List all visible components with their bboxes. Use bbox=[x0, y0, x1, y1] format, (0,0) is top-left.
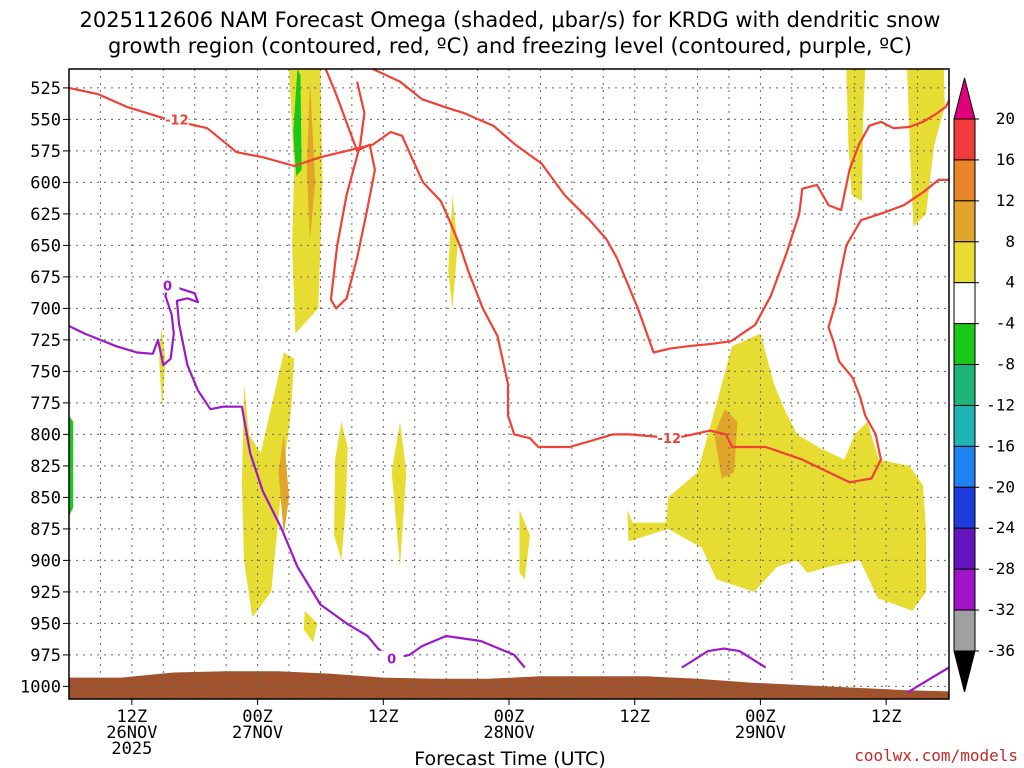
yellow-region-1 bbox=[289, 69, 323, 334]
colorbar-bin bbox=[953, 323, 976, 366]
x-tick-label: 12Z bbox=[368, 707, 399, 727]
gridlines bbox=[69, 69, 949, 699]
y-axis-ticks: 525 550 575 600 625 650 675 700 725 750 775 800 825 8… bbox=[20, 79, 69, 697]
colorbar-label: 4 bbox=[1005, 273, 1015, 292]
y-tick-label: 900 bbox=[30, 551, 61, 571]
orange-region-2 bbox=[278, 434, 289, 536]
yellow-region-8 bbox=[627, 333, 926, 611]
colorbar-bin bbox=[953, 118, 976, 161]
yellow-region-5 bbox=[391, 421, 407, 567]
yellow-region-2 bbox=[334, 421, 348, 561]
orange-region-3 bbox=[714, 409, 738, 479]
colorbar-bin bbox=[953, 364, 976, 406]
colorbar-bottom-triangle bbox=[953, 650, 976, 693]
colorbar-bin bbox=[953, 486, 976, 529]
yellow-region-10 bbox=[907, 69, 945, 227]
x-tick-label: 00Z bbox=[242, 707, 273, 727]
chart-title-line-1: 2025112606 NAM Forecast Omega (shaded, μ… bbox=[80, 8, 941, 32]
y-tick-label: 575 bbox=[30, 142, 61, 162]
colorbar-label: -28 bbox=[986, 559, 1015, 578]
colorbar-bin bbox=[953, 241, 976, 284]
y-tick-label: 925 bbox=[30, 583, 61, 603]
contour-label-minus12-lower: -12 bbox=[658, 432, 682, 447]
colorbar-label: 16 bbox=[996, 150, 1015, 169]
x-tick-label: 27NOV bbox=[232, 723, 283, 743]
x-tick-label: 00Z bbox=[494, 707, 525, 727]
x-tick-label: 12Z bbox=[116, 707, 147, 727]
y-tick-label: 850 bbox=[30, 488, 61, 508]
y-tick-label: 875 bbox=[30, 520, 61, 540]
y-tick-label: 650 bbox=[30, 236, 61, 256]
y-tick-label: 800 bbox=[30, 425, 61, 445]
minus12-line-east bbox=[372, 68, 950, 354]
minus12-line-lower bbox=[324, 68, 376, 310]
y-tick-label: 975 bbox=[30, 646, 61, 666]
x-tick-label: 00Z bbox=[745, 707, 776, 727]
y-tick-label: 700 bbox=[30, 299, 61, 319]
colorbar-label: 12 bbox=[996, 191, 1015, 210]
contour-label-freezing-lower: 0 bbox=[387, 653, 396, 668]
y-tick-label: 625 bbox=[30, 205, 61, 225]
colorbar-bin bbox=[953, 200, 976, 243]
yellow-region-7 bbox=[303, 610, 318, 643]
contour-label-freezing-upper-bg bbox=[155, 277, 180, 293]
colorbar-bin bbox=[953, 404, 976, 447]
contour-label-minus12-upper: -12 bbox=[165, 113, 189, 128]
x-tick-label: 29NOV bbox=[735, 723, 786, 743]
y-tick-label: 825 bbox=[30, 457, 61, 477]
colorbar-bin bbox=[953, 527, 976, 570]
y-tick-label: 725 bbox=[30, 331, 61, 351]
x-tick-label: 12Z bbox=[619, 707, 650, 727]
contour-lines: -12 -12 0 0 bbox=[68, 68, 950, 694]
y-tick-label: 750 bbox=[30, 362, 61, 382]
freezing-line-mid bbox=[681, 647, 767, 669]
colorbar-bin bbox=[953, 282, 976, 325]
contour-label-minus12-upper-bg bbox=[164, 111, 189, 127]
x-tick-label: 28NOV bbox=[483, 723, 534, 743]
colorbar-label: -16 bbox=[986, 436, 1015, 455]
x-tick-label: 12Z bbox=[871, 707, 902, 727]
y-tick-label: 600 bbox=[30, 173, 61, 193]
contour-label-freezing-upper: 0 bbox=[163, 280, 172, 295]
yellow-region-6 bbox=[519, 510, 530, 580]
x-axis-title: Forecast Time (UTC) bbox=[414, 748, 605, 768]
colorbar-label: -4 bbox=[996, 314, 1015, 333]
freezing-line-east bbox=[906, 666, 950, 694]
colorbar-label: -32 bbox=[986, 600, 1015, 619]
x-tick-label: 2025 bbox=[111, 739, 152, 759]
colorbar-bin bbox=[953, 568, 976, 611]
colorbar-label: 8 bbox=[1005, 232, 1015, 251]
y-tick-label: 525 bbox=[30, 79, 61, 99]
colorbar-label: -8 bbox=[996, 355, 1015, 374]
colorbar: 20 16 12 8 4 -4 -8 -12 -16 -20 -24 -28 -32 -36 bbox=[953, 77, 1015, 693]
y-tick-label: 675 bbox=[30, 268, 61, 288]
minus12-line-upper bbox=[68, 86, 949, 484]
y-tick-label: 550 bbox=[30, 110, 61, 130]
x-tick-label: 26NOV bbox=[106, 723, 157, 743]
chart-title-line-2: growth region (contoured, red, ºC) and f… bbox=[108, 34, 912, 58]
colorbar-label: -12 bbox=[986, 395, 1015, 414]
green-region-1 bbox=[293, 69, 302, 177]
colorbar-label: -24 bbox=[986, 518, 1015, 537]
yellow-region-3 bbox=[241, 352, 295, 618]
contour-label-freezing-lower-bg bbox=[379, 650, 404, 666]
green-region-2 bbox=[69, 415, 74, 517]
y-tick-label: 1000 bbox=[20, 677, 61, 697]
colorbar-label: -36 bbox=[986, 641, 1015, 660]
colorbar-bin bbox=[953, 609, 976, 652]
colorbar-bin bbox=[953, 445, 976, 488]
colorbar-top-triangle bbox=[953, 77, 976, 120]
yellow-region-4 bbox=[448, 195, 458, 309]
colorbar-label: 20 bbox=[996, 109, 1015, 128]
colorbar-bin bbox=[953, 159, 976, 202]
colorbar-label: -20 bbox=[986, 477, 1015, 496]
credit-text: coolwx.com/models bbox=[854, 746, 1018, 765]
y-tick-label: 950 bbox=[30, 614, 61, 634]
contour-label-minus12-lower-bg bbox=[657, 430, 682, 446]
y-tick-label: 775 bbox=[30, 394, 61, 414]
